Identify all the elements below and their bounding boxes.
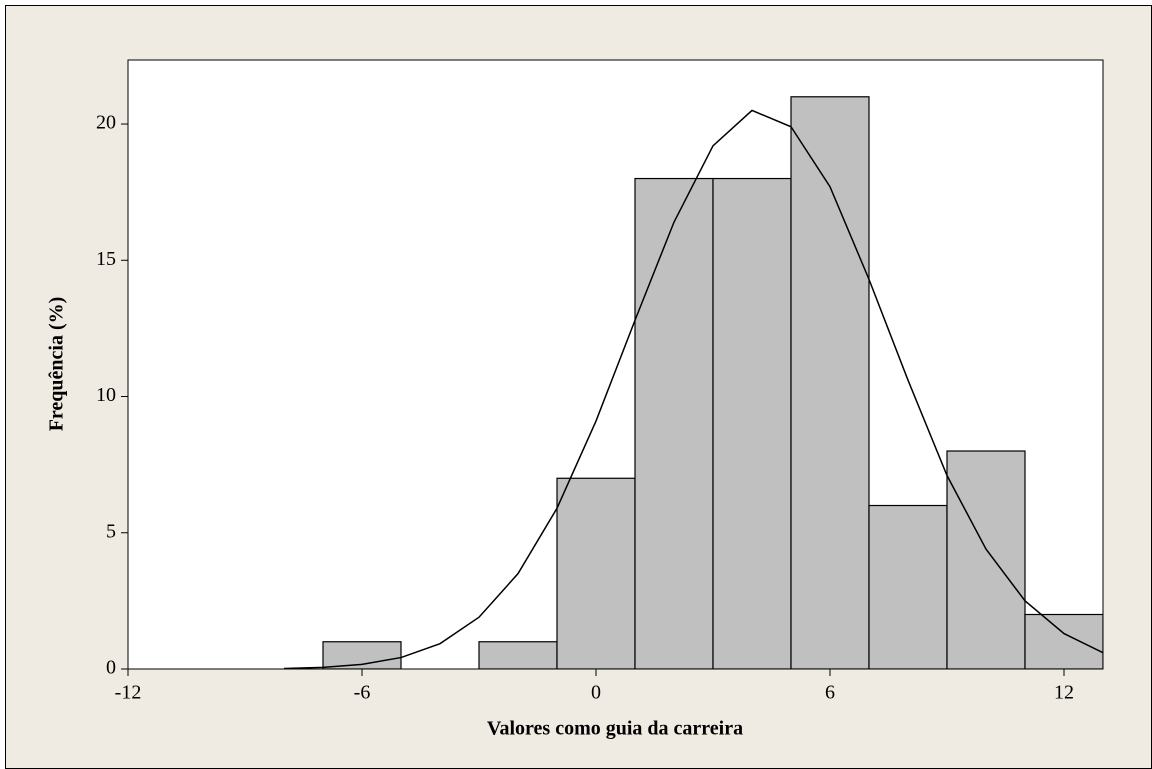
- x-axis-label: Valores como guia da carreira: [487, 718, 743, 740]
- y-tick-label: 5: [106, 520, 116, 542]
- axes: 0 5 10 15 20 -12 -6 0 6 12: [96, 112, 1074, 704]
- y-tick-label: 20: [96, 112, 116, 134]
- bar: [712, 177, 792, 669]
- bar: [1024, 613, 1103, 669]
- bar: [634, 177, 714, 669]
- bar: [868, 504, 948, 669]
- bar: [556, 477, 636, 669]
- x-tick-label: 0: [591, 682, 601, 704]
- y-axis-label: Frequência (%): [46, 297, 68, 432]
- x-tick-label: -12: [115, 682, 142, 704]
- x-tick-label: -6: [354, 682, 371, 704]
- y-tick-label: 15: [96, 248, 116, 270]
- bar: [790, 96, 870, 669]
- bar: [946, 450, 1026, 669]
- x-tick-label: 12: [1054, 682, 1074, 704]
- y-tick-label: 10: [96, 384, 116, 406]
- x-tick-label: 6: [825, 682, 835, 704]
- fit-curve: [283, 109, 1103, 669]
- y-tick-label: 0: [106, 657, 116, 679]
- bar: [478, 641, 558, 669]
- plot: [283, 96, 1103, 669]
